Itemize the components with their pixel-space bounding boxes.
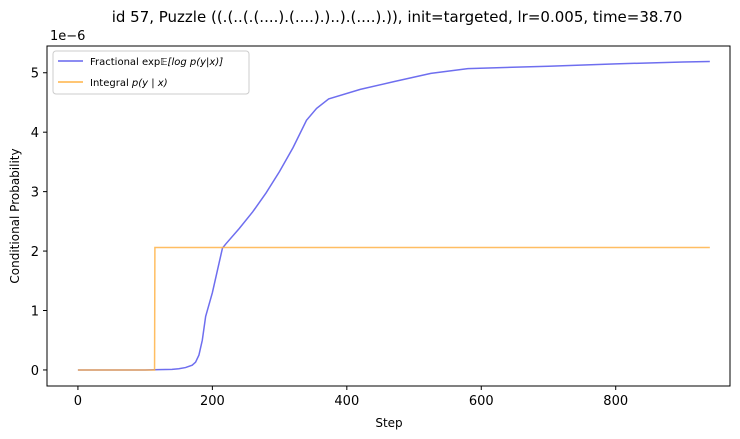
y-axis-label: Conditional Probability [8, 148, 22, 283]
x-tick-label: 800 [603, 394, 628, 409]
y-tick-label: 1 [31, 305, 39, 320]
y-axis-offset-label: 1e−6 [50, 29, 85, 44]
legend-label-integral: Integral p(y | x) [90, 78, 168, 89]
legend: Fractional exp𝔼[log p(y|x)] Integral p(y… [52, 50, 250, 95]
x-tick-label: 200 [200, 394, 225, 409]
x-tick-label: 400 [334, 394, 359, 409]
plot-frame [46, 45, 731, 387]
x-tick-label: 0 [74, 394, 82, 409]
y-tick-label: 3 [31, 186, 39, 201]
legend-label-fractional: Fractional exp𝔼[log p(y|x)] [90, 57, 223, 68]
y-tick-label: 5 [31, 67, 39, 82]
y-tick-label: 0 [31, 364, 39, 379]
y-tick-label: 4 [31, 126, 39, 141]
x-tick-label: 600 [469, 394, 494, 409]
series-line-integral [77, 246, 710, 371]
legend-box [52, 50, 250, 95]
x-axis-label: Step [375, 416, 402, 430]
chart-title: id 57, Puzzle ((.(..(.(....).(....).)..)… [112, 8, 683, 26]
y-tick-label: 2 [31, 245, 39, 260]
axis-ticks: 0 200 400 600 800 0 1 2 3 4 5 [31, 67, 628, 409]
series-line-fractional [77, 60, 710, 371]
plot-area [77, 60, 710, 371]
